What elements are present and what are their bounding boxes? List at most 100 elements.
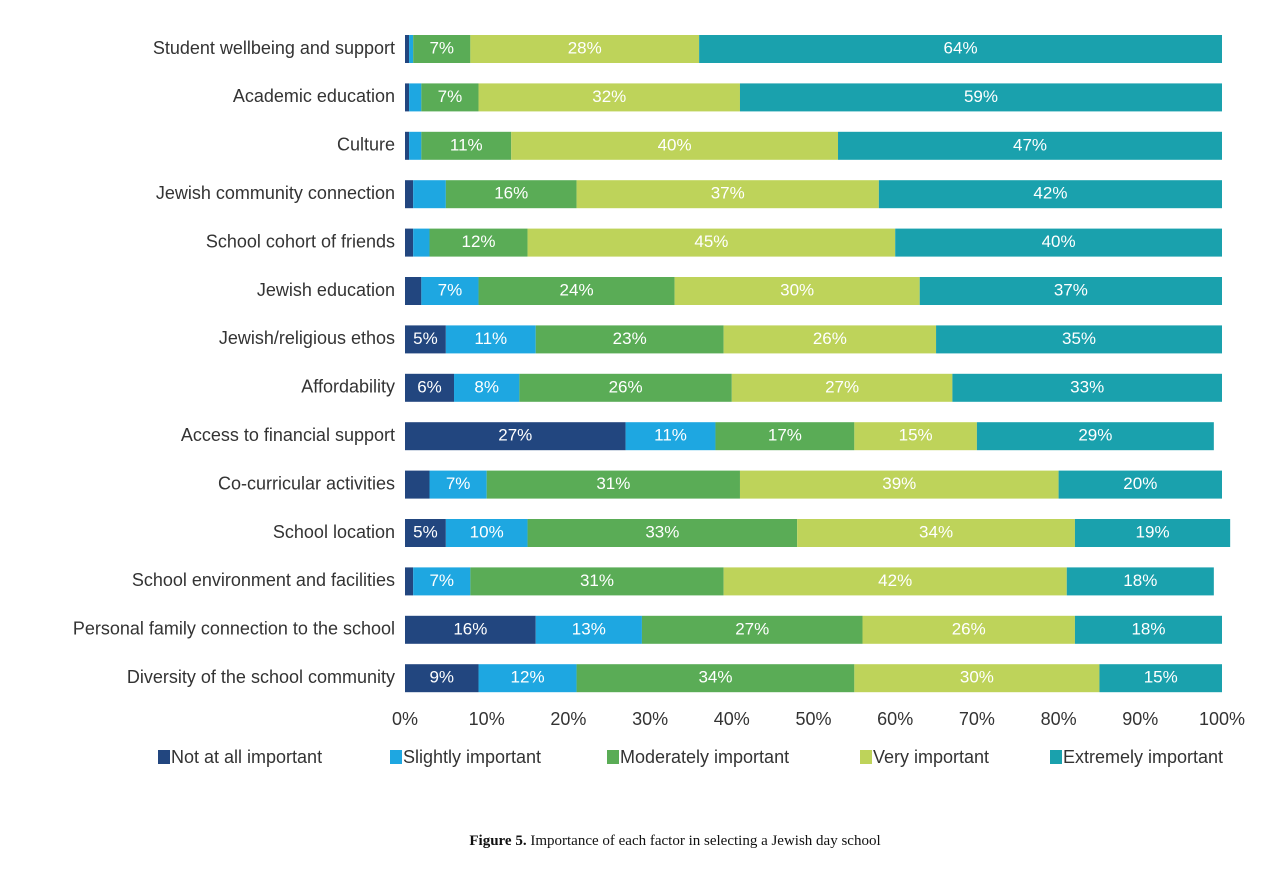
category-label: Diversity of the school community (127, 667, 395, 687)
value-label: 34% (698, 668, 732, 687)
value-label: 7% (429, 38, 454, 57)
category-label: Academic education (233, 86, 395, 106)
legend-swatch (1050, 750, 1062, 764)
value-label: 11% (654, 426, 687, 445)
bar-segment (519, 373, 732, 402)
value-label: 26% (609, 377, 643, 396)
x-tick-label: 0% (392, 709, 418, 729)
bar-segment (723, 567, 1067, 596)
x-tick-label: 20% (550, 709, 586, 729)
bar-segment (1058, 470, 1222, 499)
bar-segment (739, 83, 1222, 112)
bar-segment (478, 277, 675, 305)
bar-segment (1099, 664, 1222, 693)
category-label: Student wellbeing and support (153, 38, 395, 58)
category-label: Affordability (301, 377, 395, 397)
x-tick-label: 10% (469, 709, 505, 729)
legend-label: Slightly important (403, 747, 541, 767)
bar-segment (421, 83, 479, 112)
bar-segment (409, 35, 414, 63)
bar-segment (854, 664, 1100, 693)
value-label: 11% (474, 329, 507, 348)
value-label: 8% (474, 377, 499, 396)
bar-segment (445, 519, 528, 547)
bar-segment (405, 228, 414, 257)
bar-segment (952, 373, 1222, 402)
value-label: 26% (952, 619, 986, 638)
bar-segment (527, 519, 798, 547)
value-label: 13% (572, 619, 606, 638)
legend-label: Extremely important (1063, 747, 1223, 767)
x-tick-label: 100% (1199, 709, 1245, 729)
x-tick-label: 70% (959, 709, 995, 729)
category-label: School environment and facilities (132, 570, 395, 590)
value-label: 31% (596, 474, 630, 493)
value-label: 42% (878, 571, 912, 590)
bar-segment (731, 373, 953, 402)
bar-segment (405, 277, 422, 305)
x-tick-label: 80% (1041, 709, 1077, 729)
bar-segment (535, 615, 642, 644)
value-label: 7% (438, 280, 463, 299)
value-label: 27% (735, 619, 769, 638)
bar-segment (405, 664, 479, 693)
value-label: 28% (568, 38, 602, 57)
value-label: 30% (960, 668, 994, 687)
bar-segment (715, 422, 855, 451)
value-label: 18% (1123, 571, 1157, 590)
bar-segment (405, 615, 536, 644)
category-label: Culture (337, 135, 395, 155)
value-label: 10% (470, 522, 504, 541)
bar-segment (454, 373, 520, 402)
bar-segment (413, 35, 471, 63)
bar-segment (976, 422, 1214, 451)
value-label: 15% (1144, 668, 1178, 687)
value-label: 11% (450, 135, 483, 154)
value-label: 37% (711, 184, 745, 203)
bar-segment (445, 180, 577, 209)
legend-swatch (158, 750, 170, 764)
bar-segment (895, 228, 1222, 257)
bar-segment (405, 567, 414, 596)
value-label: 15% (899, 426, 933, 445)
bar-segment (409, 83, 422, 112)
caption-label: Figure 5. (469, 833, 526, 849)
value-label: 19% (1136, 522, 1170, 541)
bar-segment (674, 277, 920, 305)
value-label: 5% (413, 329, 438, 348)
bar-segment (413, 180, 446, 209)
category-label: Co-curricular activities (218, 473, 395, 493)
legend-label: Moderately important (620, 747, 789, 767)
value-label: 6% (417, 377, 442, 396)
bar-segment (797, 519, 1075, 547)
category-label: Jewish community connection (156, 183, 395, 203)
bar-segment (470, 567, 724, 596)
bar-segment (838, 131, 1222, 160)
bar-segment (878, 180, 1222, 209)
bar-segment (405, 519, 446, 547)
bar-segment (409, 131, 422, 160)
bar-segment (429, 470, 487, 499)
bar-segment (862, 615, 1075, 644)
bar-segment (576, 180, 879, 209)
bar-segment (576, 664, 855, 693)
bar-segment (405, 325, 446, 354)
category-label: Jewish/religious ethos (219, 328, 395, 348)
bar-segment (413, 567, 471, 596)
value-label: 37% (1054, 280, 1088, 299)
value-label: 18% (1131, 619, 1165, 638)
bar-segment (699, 35, 1222, 63)
bar-segment (405, 35, 410, 63)
value-label: 64% (944, 38, 978, 57)
value-label: 7% (446, 474, 471, 493)
bar-segment (421, 131, 512, 160)
category-label: Access to financial support (181, 425, 395, 445)
bar-segment (739, 470, 1059, 499)
value-label: 23% (613, 329, 647, 348)
category-label: Jewish education (257, 280, 395, 300)
value-label: 59% (964, 87, 998, 106)
value-label: 16% (453, 619, 487, 638)
caption: Figure 5. Importance of each factor in s… (469, 833, 880, 849)
